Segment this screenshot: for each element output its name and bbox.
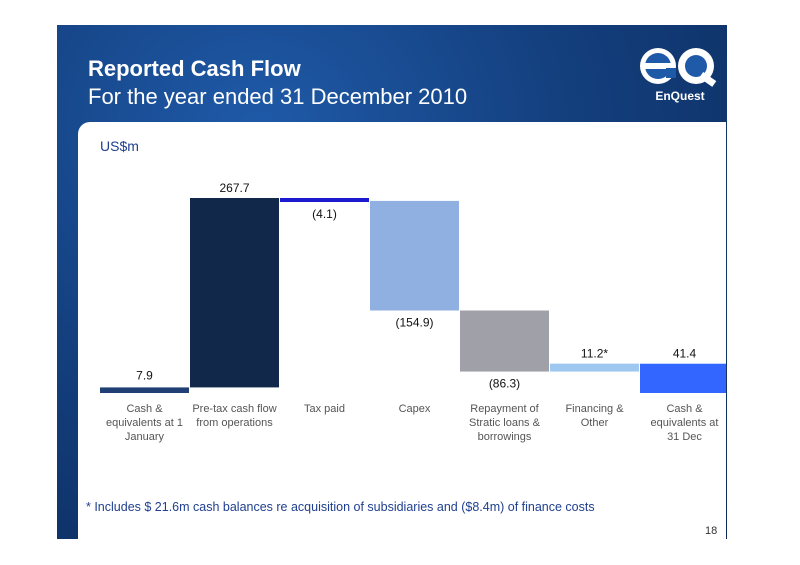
- category-labels-group: Cash & equivalents at 1 January Pre-tax cas…: [106, 403, 718, 443]
- bar-3: [370, 200, 459, 311]
- waterfall-chart: 7.9 267.7 (4.1) (154.9) (86.3) 11.2* 41.4 Cash…: [100, 181, 726, 443]
- category-label-5: Financing & Other: [565, 403, 624, 429]
- data-label-3: (154.9): [395, 316, 433, 330]
- data-label-1: 267.7: [219, 181, 249, 195]
- category-label-2: Tax paid: [304, 403, 345, 415]
- data-label-6: 41.4: [673, 347, 697, 361]
- category-label-3: Capex: [399, 403, 431, 415]
- bar-0: [100, 387, 189, 393]
- data-label-0: 7.9: [136, 368, 153, 382]
- data-label-4: (86.3): [489, 377, 520, 391]
- bars-group: [100, 198, 726, 393]
- bar-2: [280, 198, 369, 202]
- footnote: * Includes $ 21.6m cash balances re acqu…: [86, 500, 595, 514]
- eq-logo-icon: [640, 48, 717, 87]
- bar-4: [460, 310, 549, 372]
- page-number: 18: [705, 525, 718, 537]
- chart-panel: [78, 122, 726, 540]
- category-label-0: Cash & equivalents at 1 January: [106, 403, 183, 443]
- data-labels-group: 7.9 267.7 (4.1) (154.9) (86.3) 11.2* 41.4: [136, 181, 696, 391]
- bar-1: [190, 198, 279, 388]
- data-label-5: 11.2*: [581, 347, 608, 361]
- category-label-6: Cash & equivalents at 31 Dec: [651, 403, 719, 443]
- data-label-2: (4.1): [312, 207, 337, 221]
- slide-subtitle: For the year ended 31 December 2010: [88, 84, 468, 109]
- logo-text: EnQuest: [655, 89, 704, 103]
- category-label-1: Pre-tax cash flow from operations: [192, 403, 276, 429]
- bar-6: [640, 363, 726, 393]
- slide-title: Reported Cash Flow: [88, 56, 301, 81]
- enquest-logo: EnQuest: [640, 48, 717, 103]
- bar-5: [550, 363, 639, 372]
- unit-label: US$m: [100, 138, 139, 154]
- category-label-4: Repayment of Stratic loans & borrowings: [469, 403, 541, 443]
